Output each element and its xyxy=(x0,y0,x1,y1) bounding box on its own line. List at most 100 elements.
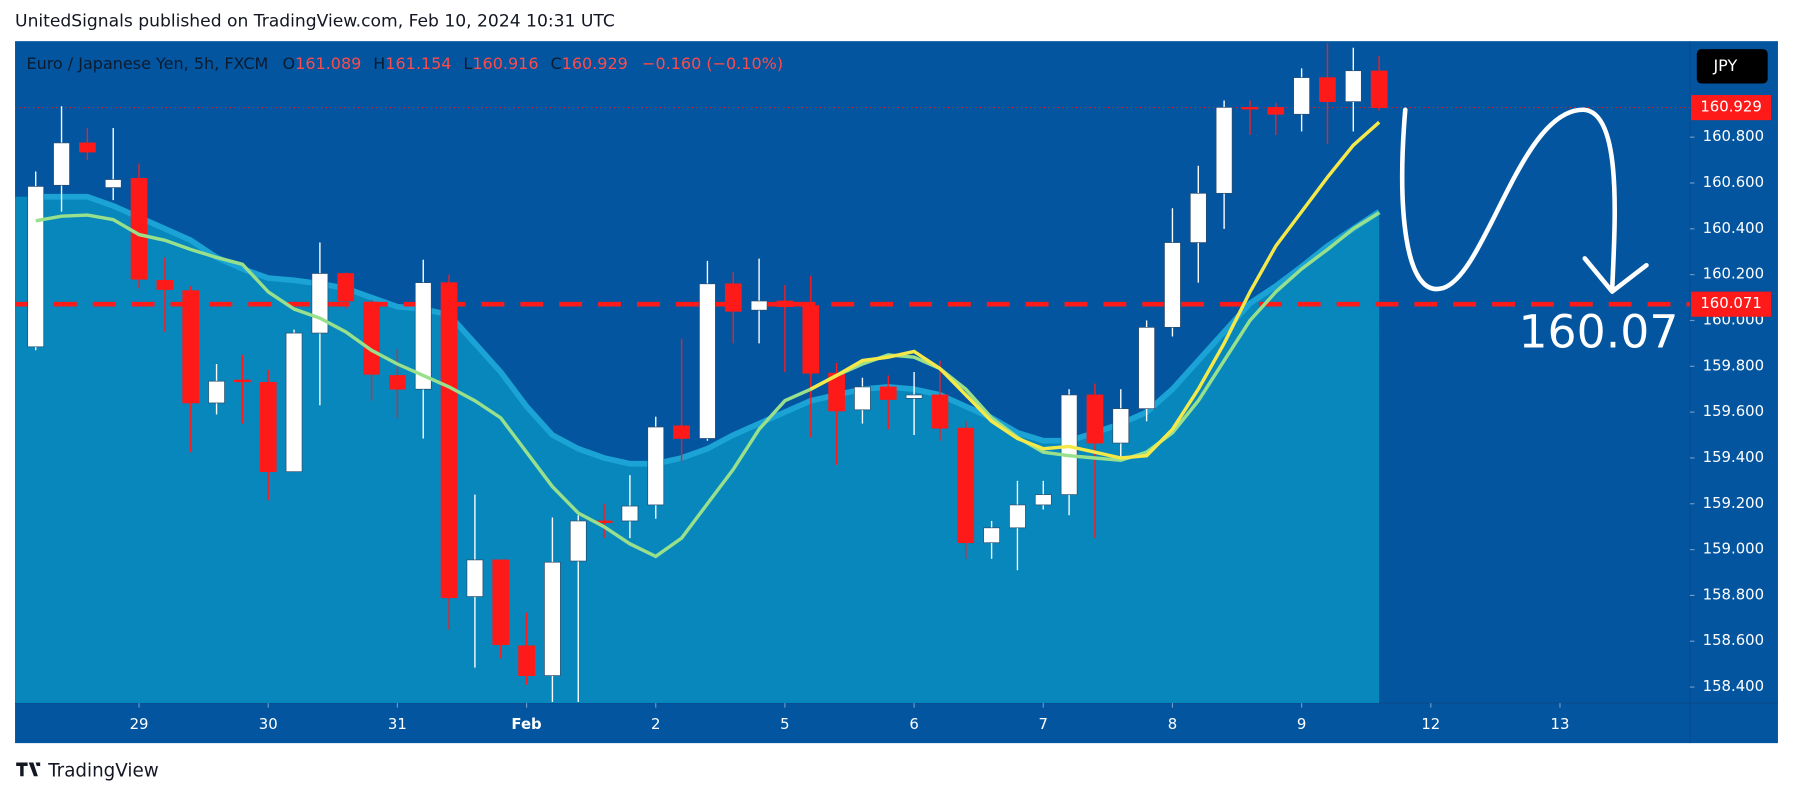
candle-body xyxy=(1267,107,1285,115)
candle-body xyxy=(1189,192,1207,243)
candle-body xyxy=(156,280,174,290)
candle-body xyxy=(1138,326,1155,410)
publish-header: UnitedSignals published on TradingView.c… xyxy=(15,12,615,32)
y-tick-label: 160.600 xyxy=(1703,173,1764,191)
candle-body xyxy=(569,520,587,562)
candle-body xyxy=(1215,107,1233,194)
y-tick-label: 159.600 xyxy=(1703,402,1764,420)
candle-body xyxy=(828,372,845,412)
legend-high: 161.154 xyxy=(385,54,451,73)
arrow-head xyxy=(1582,256,1649,294)
x-tick-label: 31 xyxy=(388,715,407,733)
candle-body xyxy=(750,300,768,311)
legend-l: L xyxy=(463,54,472,73)
candle-body xyxy=(337,273,355,302)
moving-average xyxy=(809,120,1381,460)
candle-body xyxy=(1034,494,1052,506)
y-tick-label: 159.000 xyxy=(1703,540,1764,558)
currency-button[interactable] xyxy=(1696,49,1768,84)
x-tick-label: 13 xyxy=(1551,715,1570,733)
legend-open: 161.089 xyxy=(295,54,361,73)
tv-logo xyxy=(16,762,41,777)
candle-body xyxy=(27,186,45,348)
symbol-title: Euro / Japanese Yen, 5h, FXCM xyxy=(26,54,268,73)
candle-body xyxy=(104,179,122,188)
y-tick-label: 158.400 xyxy=(1703,677,1764,695)
candle-body xyxy=(905,394,923,399)
candle-body xyxy=(621,505,639,522)
candle-body xyxy=(776,300,794,308)
candle-body xyxy=(1086,394,1104,444)
candle-body xyxy=(466,559,484,597)
legend-close: 160.929 xyxy=(562,54,628,73)
candle-body xyxy=(311,273,329,334)
x-tick-label: 9 xyxy=(1297,715,1306,733)
candle-body xyxy=(1241,107,1259,110)
candle-body xyxy=(1319,77,1336,102)
plot-area xyxy=(15,43,1690,704)
y-tick-label: 160.200 xyxy=(1703,265,1764,283)
y-tick-label: 159.200 xyxy=(1703,494,1764,512)
legend: Euro / Japanese Yen, 5h, FXCM O161.089 H… xyxy=(26,54,783,73)
axes: 158.400 158.600 158.800 159.000 159.200 159.4… xyxy=(130,95,1772,733)
last-price-label: 160.929 xyxy=(1700,98,1761,116)
candle-body xyxy=(259,381,277,473)
candle-body xyxy=(285,332,303,473)
legend-o: O xyxy=(283,54,296,73)
candle-body xyxy=(957,427,975,544)
x-tick-label: 7 xyxy=(1039,715,1048,733)
drawn-arrow xyxy=(1400,107,1617,293)
y-tick-label: 158.800 xyxy=(1703,585,1764,603)
candle-body xyxy=(673,425,690,439)
legend-h: H xyxy=(373,54,385,73)
y-tick-label: 160.400 xyxy=(1703,219,1764,237)
candle-body xyxy=(1344,70,1362,102)
candle-body xyxy=(724,283,742,312)
candle-body xyxy=(1293,77,1310,115)
area-edge xyxy=(35,193,1381,467)
candle-body xyxy=(1164,242,1181,328)
x-tick-label: 6 xyxy=(909,715,918,733)
candle-body xyxy=(879,386,897,400)
level-tag xyxy=(1691,291,1772,317)
x-tick-label: 8 xyxy=(1168,715,1177,733)
y-tick-label: 160.800 xyxy=(1703,127,1764,145)
candle-body xyxy=(1112,408,1130,444)
candle-body xyxy=(699,283,716,439)
x-tick-label: 12 xyxy=(1421,715,1440,733)
last-price-tag xyxy=(1691,95,1772,121)
candle-body xyxy=(53,142,70,186)
x-tick-label: Feb xyxy=(511,715,541,733)
candle-body xyxy=(647,426,665,506)
candle-body xyxy=(1370,70,1388,108)
currency-label[interactable]: JPY xyxy=(1712,56,1737,75)
y-tick-label: 158.600 xyxy=(1703,631,1764,649)
y-tick-label: 159.400 xyxy=(1703,448,1764,466)
candle-body xyxy=(854,386,871,411)
candle-body xyxy=(414,282,432,390)
x-tick-label: 5 xyxy=(780,715,789,733)
legend-change: −0.160 (−0.10%) xyxy=(642,54,783,73)
x-tick-label: 29 xyxy=(130,715,149,733)
candle-body xyxy=(389,375,406,390)
candle-body xyxy=(802,305,820,374)
candle-body xyxy=(931,394,949,429)
x-tick-label: 30 xyxy=(259,715,278,733)
candle-body xyxy=(79,142,96,153)
y-tick-label: 159.800 xyxy=(1703,356,1764,374)
level-label: 160.071 xyxy=(1700,294,1761,312)
candle-body xyxy=(1009,504,1026,529)
candle-body xyxy=(440,282,458,599)
footer-brand: TradingView xyxy=(47,761,159,782)
candle-body xyxy=(130,178,148,280)
annotation: 160.07 xyxy=(1518,305,1678,358)
candle-body xyxy=(983,527,1000,544)
candle-body xyxy=(208,380,225,404)
candle-body xyxy=(544,561,561,676)
candle-body xyxy=(363,301,380,375)
candle-body xyxy=(518,645,535,676)
legend-low: 160.916 xyxy=(472,54,538,73)
x-tick-label: 2 xyxy=(651,715,660,733)
